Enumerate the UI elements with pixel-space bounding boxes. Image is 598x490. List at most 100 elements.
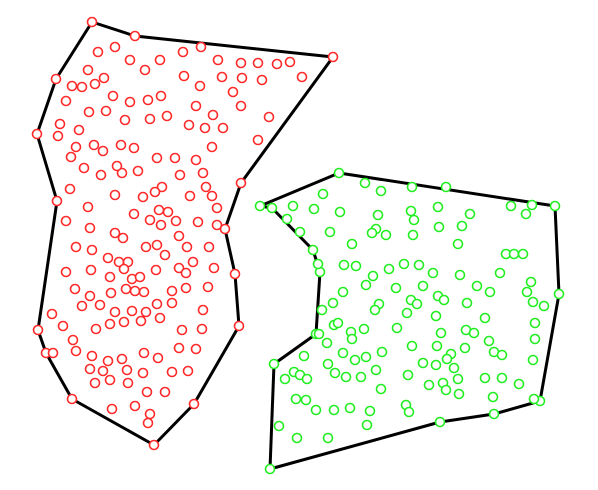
data-point-0-52 <box>183 119 195 131</box>
data-point-1-100 <box>417 357 429 369</box>
data-point-0-29 <box>271 58 283 70</box>
data-point-1-11 <box>266 202 278 214</box>
data-point-1-21 <box>372 209 384 221</box>
data-point-1-36 <box>294 226 306 238</box>
data-point-1-79 <box>313 328 325 340</box>
data-point-0-81 <box>206 190 218 202</box>
data-point-0-94 <box>84 222 96 234</box>
data-point-0-92 <box>211 219 223 231</box>
data-point-0-63 <box>115 139 127 151</box>
data-point-0-169 <box>129 400 141 412</box>
data-point-0-26 <box>212 54 224 66</box>
data-point-0-85 <box>109 189 121 201</box>
data-point-0-102 <box>70 241 82 253</box>
data-point-0-136 <box>151 298 163 310</box>
data-point-0-64 <box>128 142 140 154</box>
data-point-1-130 <box>344 402 356 414</box>
data-point-0-53 <box>199 122 211 134</box>
data-point-0-87 <box>128 208 140 220</box>
data-point-0-45 <box>83 106 95 118</box>
data-point-1-85 <box>468 327 480 339</box>
data-point-0-152 <box>116 353 128 365</box>
data-point-0-163 <box>89 377 101 389</box>
data-point-0-165 <box>122 377 134 389</box>
data-point-0-112 <box>85 264 97 276</box>
data-point-0-138 <box>197 304 209 316</box>
data-point-1-101 <box>430 359 442 371</box>
data-point-1-17 <box>317 188 329 200</box>
data-point-0-51 <box>207 109 219 121</box>
data-point-0-67 <box>190 154 202 166</box>
data-point-1-113 <box>370 364 382 376</box>
data-point-1-80 <box>321 337 333 349</box>
data-point-0-61 <box>88 139 100 151</box>
data-point-0-108 <box>151 239 163 251</box>
data-point-0-35 <box>178 70 190 82</box>
data-point-1-67 <box>411 298 423 310</box>
data-point-0-28 <box>252 57 264 69</box>
data-point-0-33 <box>236 72 248 84</box>
data-point-0-107 <box>140 241 152 253</box>
data-point-1-35 <box>407 229 419 241</box>
data-point-0-19 <box>66 80 78 92</box>
data-point-1-122 <box>513 378 525 390</box>
point-series-1 <box>254 167 565 475</box>
data-point-0-36 <box>194 80 206 92</box>
data-point-0-11 <box>32 324 44 336</box>
data-point-1-96 <box>459 342 471 354</box>
data-point-0-40 <box>142 94 154 106</box>
data-point-0-114 <box>118 263 130 275</box>
data-point-1-48 <box>413 259 425 271</box>
data-point-1-74 <box>430 310 442 322</box>
data-point-1-42 <box>517 248 529 260</box>
data-point-0-72 <box>116 167 128 179</box>
data-point-0-55 <box>263 111 275 123</box>
data-point-0-145 <box>154 312 166 324</box>
data-point-0-90 <box>170 215 182 227</box>
data-point-1-44 <box>338 259 350 271</box>
data-point-1-68 <box>438 294 450 306</box>
data-point-0-32 <box>216 71 228 83</box>
data-point-1-128 <box>310 404 322 416</box>
data-point-1-137 <box>322 432 334 444</box>
data-point-1-124 <box>375 383 387 395</box>
data-point-1-47 <box>398 258 410 270</box>
convex-hull-1 <box>258 171 561 471</box>
data-point-0-132 <box>94 299 106 311</box>
data-point-0-23 <box>154 54 166 66</box>
data-point-0-101 <box>203 241 215 253</box>
data-point-0-78 <box>197 167 209 179</box>
data-point-0-158 <box>97 365 109 377</box>
data-point-0-98 <box>155 219 167 231</box>
data-point-1-133 <box>403 406 415 418</box>
data-point-1-27 <box>526 199 538 211</box>
data-point-0-69 <box>65 151 77 163</box>
data-point-1-55 <box>390 282 402 294</box>
data-point-0-3 <box>235 177 247 189</box>
data-point-0-48 <box>144 113 156 125</box>
data-point-1-115 <box>423 379 435 391</box>
data-point-1-90 <box>337 347 349 359</box>
data-point-0-17 <box>124 54 136 66</box>
data-point-1-13 <box>406 181 418 193</box>
data-point-0-124 <box>120 283 132 295</box>
data-point-0-56 <box>252 134 264 146</box>
data-point-1-60 <box>521 286 533 298</box>
data-point-0-2 <box>327 51 339 63</box>
data-point-0-24 <box>177 46 189 58</box>
data-point-0-127 <box>166 285 178 297</box>
data-point-0-46 <box>100 105 112 117</box>
data-point-0-144 <box>135 315 147 327</box>
data-point-0-125 <box>129 285 141 297</box>
data-point-0-6 <box>233 320 245 332</box>
data-point-0-59 <box>52 130 64 142</box>
data-point-0-164 <box>104 374 116 386</box>
data-point-0-68 <box>206 141 218 153</box>
data-point-1-119 <box>452 373 464 385</box>
data-point-1-38 <box>346 238 358 250</box>
data-point-0-129 <box>202 281 214 293</box>
data-point-1-37 <box>324 226 336 238</box>
data-point-1-75 <box>369 304 381 316</box>
data-point-1-59 <box>484 286 496 298</box>
